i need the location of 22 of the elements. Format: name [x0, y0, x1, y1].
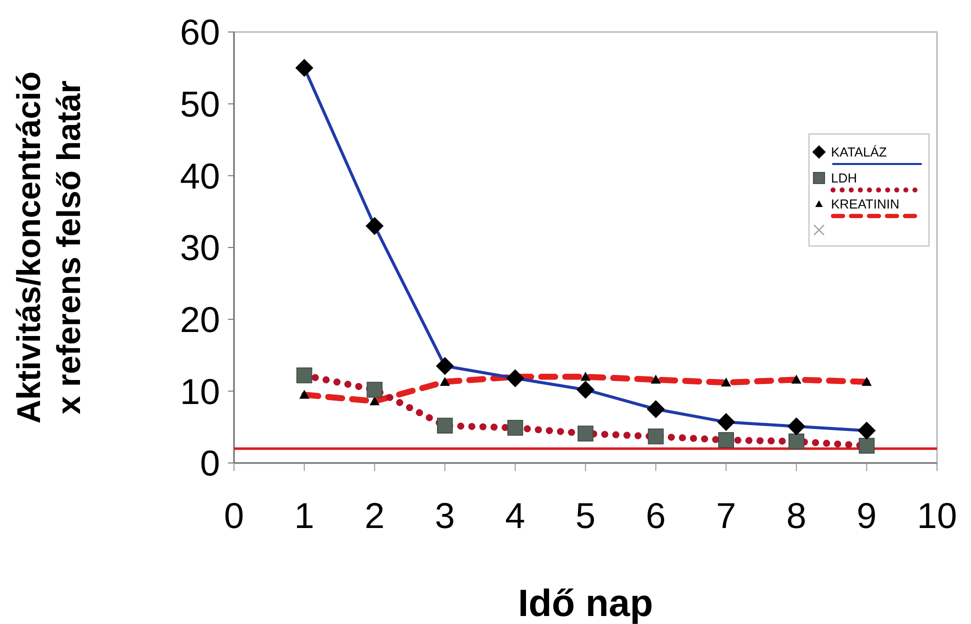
y-tick-label: 10: [180, 370, 220, 412]
y-tick-label: 20: [180, 298, 220, 340]
x-tick-label: 6: [646, 495, 666, 536]
legend-label: KATALÁZ: [831, 144, 887, 160]
legend-label: LDH: [831, 170, 858, 186]
x-tick-label: 3: [434, 495, 455, 536]
x-tick-label: 5: [575, 495, 596, 536]
x-tick-label: 8: [786, 495, 806, 536]
x-tick-label: 10: [916, 495, 958, 536]
x-tick-label: 7: [716, 495, 736, 536]
y-axis-title: Aktivitás/koncentráció x referens felső határ: [10, 71, 87, 424]
x-tick-label: 9: [856, 495, 877, 536]
legend-label: KREATININ: [831, 196, 900, 212]
x-tick-label: 1: [294, 495, 314, 536]
x-tick-label: 2: [364, 495, 385, 536]
y-tick-label: 30: [180, 227, 220, 268]
y-tick-label: 50: [180, 83, 220, 124]
y-tick-label: 40: [180, 155, 220, 196]
y-tick-label: 60: [180, 12, 220, 53]
x-axis-title: Idő nap: [518, 583, 654, 624]
y-tick-label: 0: [200, 442, 220, 484]
x-tick-label: 4: [505, 495, 526, 536]
